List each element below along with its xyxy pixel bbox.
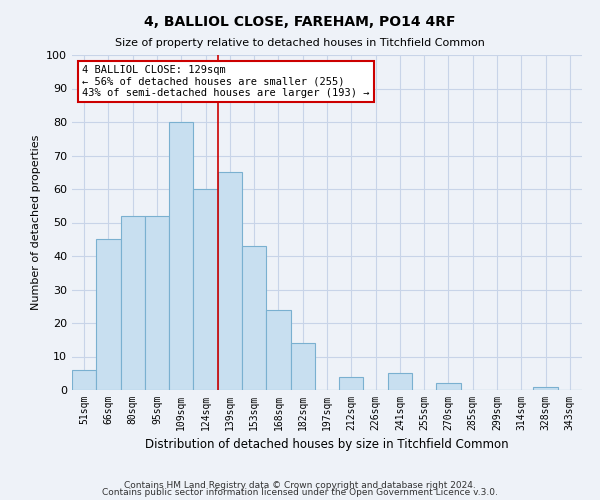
Y-axis label: Number of detached properties: Number of detached properties: [31, 135, 41, 310]
Text: 4, BALLIOL CLOSE, FAREHAM, PO14 4RF: 4, BALLIOL CLOSE, FAREHAM, PO14 4RF: [144, 15, 456, 29]
Bar: [388, 373, 412, 390]
Bar: [266, 310, 290, 390]
Bar: [96, 240, 121, 390]
Bar: [193, 189, 218, 390]
Bar: [436, 384, 461, 390]
Text: Size of property relative to detached houses in Titchfield Common: Size of property relative to detached ho…: [115, 38, 485, 48]
Text: Contains HM Land Registry data © Crown copyright and database right 2024.: Contains HM Land Registry data © Crown c…: [124, 480, 476, 490]
Bar: [145, 216, 169, 390]
Bar: [169, 122, 193, 390]
Text: Contains public sector information licensed under the Open Government Licence v.: Contains public sector information licen…: [102, 488, 498, 497]
Bar: [533, 386, 558, 390]
X-axis label: Distribution of detached houses by size in Titchfield Common: Distribution of detached houses by size …: [145, 438, 509, 452]
Bar: [242, 246, 266, 390]
Bar: [339, 376, 364, 390]
Bar: [72, 370, 96, 390]
Bar: [121, 216, 145, 390]
Text: 4 BALLIOL CLOSE: 129sqm
← 56% of detached houses are smaller (255)
43% of semi-d: 4 BALLIOL CLOSE: 129sqm ← 56% of detache…: [82, 65, 370, 98]
Bar: [290, 343, 315, 390]
Bar: [218, 172, 242, 390]
